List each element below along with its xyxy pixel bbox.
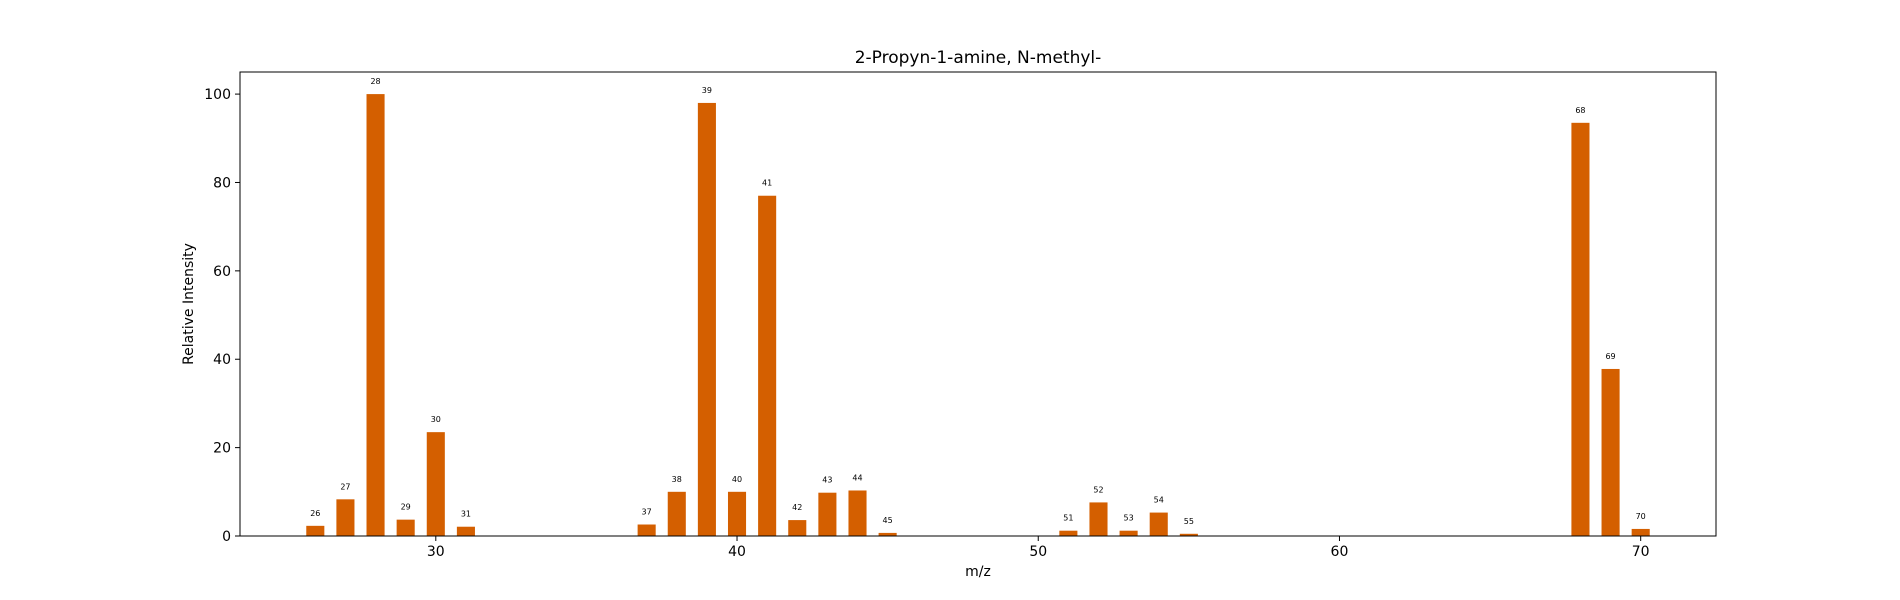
- bar-label-mz-30: 30: [431, 415, 441, 424]
- bar-label-mz-29: 29: [401, 503, 411, 512]
- bar-label-mz-52: 52: [1093, 485, 1103, 494]
- plot-frame: [239, 71, 1717, 537]
- y-tick-label: 100: [204, 87, 231, 103]
- x-axis-ticks: 30 40 50 60 70: [427, 536, 1650, 560]
- x-tick-label: 70: [1632, 544, 1650, 560]
- x-tick-label: 30: [427, 544, 445, 560]
- bar-mz-30: [426, 432, 445, 536]
- bar-mz-29: [396, 519, 415, 536]
- x-tick-label: 40: [728, 544, 746, 560]
- bar-mz-42: [788, 520, 807, 536]
- bar-label-mz-54: 54: [1154, 496, 1164, 505]
- bar-label-mz-39: 39: [702, 86, 712, 95]
- bar-mz-69: [1601, 368, 1620, 536]
- bar-mz-55: [1179, 533, 1198, 536]
- bar-mz-53: [1119, 530, 1138, 536]
- bar-labels-layer: 26 27 28 29 30 31 37 38 39 40 41 42 43 44 45 51 52 53 54 55…: [310, 77, 1646, 526]
- bar-label-mz-69: 69: [1605, 352, 1615, 361]
- y-tick-label: 60: [213, 264, 231, 280]
- bar-mz-68: [1571, 122, 1590, 537]
- bar-mz-43: [818, 492, 837, 536]
- bar-label-mz-53: 53: [1124, 514, 1134, 523]
- bar-label-mz-28: 28: [370, 77, 380, 86]
- x-tick-label: 50: [1029, 544, 1047, 560]
- bar-mz-31: [456, 526, 475, 536]
- y-tick-label: 20: [213, 441, 231, 457]
- bar-label-mz-26: 26: [310, 509, 320, 518]
- bar-mz-44: [848, 490, 867, 536]
- bar-mz-38: [667, 491, 686, 536]
- bars-layer: [306, 94, 1650, 537]
- bar-label-mz-42: 42: [792, 503, 802, 512]
- bar-label-mz-51: 51: [1063, 514, 1073, 523]
- bar-mz-40: [727, 491, 747, 536]
- bar-mz-51: [1059, 530, 1078, 536]
- bar-label-mz-40: 40: [732, 475, 742, 484]
- bar-label-mz-45: 45: [883, 516, 893, 525]
- bar-label-mz-70: 70: [1636, 512, 1646, 521]
- y-axis-label: Relative Intensity: [181, 243, 197, 365]
- x-axis-label: m/z: [965, 564, 991, 580]
- chart-title: 2-Propyn-1-amine, N-methyl-: [855, 48, 1102, 68]
- bar-mz-41: [758, 195, 777, 536]
- bar-label-mz-41: 41: [762, 179, 772, 188]
- bar-mz-27: [336, 499, 355, 536]
- bar-mz-45: [878, 532, 897, 536]
- bar-mz-52: [1089, 502, 1108, 536]
- y-tick-label: 40: [213, 352, 231, 368]
- bar-label-mz-68: 68: [1575, 106, 1585, 115]
- bar-mz-54: [1149, 512, 1168, 536]
- bar-mz-28: [366, 94, 385, 536]
- bar-label-mz-37: 37: [642, 508, 652, 517]
- bar-mz-26: [306, 525, 325, 536]
- bar-mz-39: [697, 102, 716, 536]
- bar-label-mz-27: 27: [340, 482, 350, 491]
- y-axis-ticks: 0 20 40 60 80 100: [204, 87, 240, 545]
- bar-label-mz-44: 44: [852, 473, 862, 482]
- x-tick-label: 60: [1331, 544, 1349, 560]
- bar-mz-70: [1631, 528, 1650, 536]
- bar-mz-37: [637, 524, 656, 536]
- bar-label-mz-38: 38: [672, 475, 682, 484]
- bar-label-mz-43: 43: [822, 476, 832, 485]
- y-tick-label: 0: [222, 529, 231, 545]
- bar-label-mz-55: 55: [1184, 517, 1194, 526]
- y-tick-label: 80: [213, 175, 231, 191]
- bar-label-mz-31: 31: [461, 510, 471, 519]
